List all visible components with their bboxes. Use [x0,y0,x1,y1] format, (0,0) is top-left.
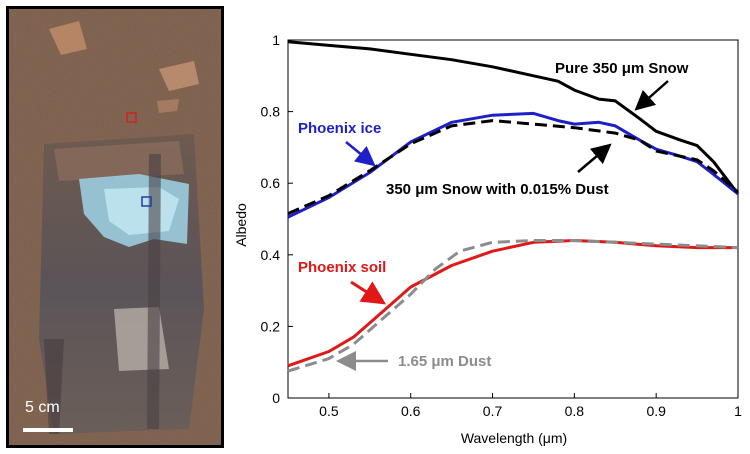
scale-label: 5 cm [25,399,60,416]
x-tick-label: 0.8 [565,403,585,419]
soil-sample-marker [126,112,137,123]
y-axis-label: Albedo [233,203,249,247]
rock [157,99,179,113]
arrow-phoenix-soil [350,280,387,305]
trench-photo-image [9,9,221,445]
y-tick-label: 0.2 [261,318,281,334]
x-tick-label: 0.6 [401,403,421,419]
y-tick-label: 0.8 [261,104,281,120]
y-tick-label: 0.4 [261,247,281,263]
x-tick-label: 0.7 [483,403,503,419]
x-tick-label: 1 [734,403,742,419]
pure-snow-line [287,40,740,195]
annotation-snow-with-dust: 350 μm Snow with 0.015% Dust [386,181,609,198]
arrow-pure-snow [634,80,669,111]
snow-with-dust-line [287,119,739,215]
phoenix-soil-line [287,239,738,368]
rock [159,61,199,91]
rock [49,21,87,55]
annotation-pure-snow: Pure 350 μm Snow [555,60,689,77]
phoenix-trench-photo: 5 cm [6,6,224,448]
plot-area [287,39,739,399]
dust-line [287,239,739,373]
annotation-dust: 1.65 μm Dust [398,353,491,370]
annotation-phoenix-ice: Phoenix ice [298,120,381,137]
arrow-snow-with-dust [577,143,612,173]
x-tick-label: 0.5 [319,403,339,419]
y-tick-label: 1 [272,32,280,48]
y-tick-label: 0 [272,390,280,406]
scale-bar [23,428,73,432]
x-tick-label: 0.9 [646,403,666,419]
y-tick-label: 0.6 [261,175,281,191]
annotation-phoenix-soil: Phoenix soil [298,259,386,276]
phoenix-ice-line [287,111,739,219]
albedo-chart: 0.5 0.6 0.7 0.8 0.9 1 0 0.2 0.4 0.6 0.8 1 Albedo Wa… [233,32,742,446]
arrow-phoenix-ice [345,141,376,167]
x-axis-label: Wavelength (μm) [461,430,567,446]
ice-sample-marker [141,196,152,207]
